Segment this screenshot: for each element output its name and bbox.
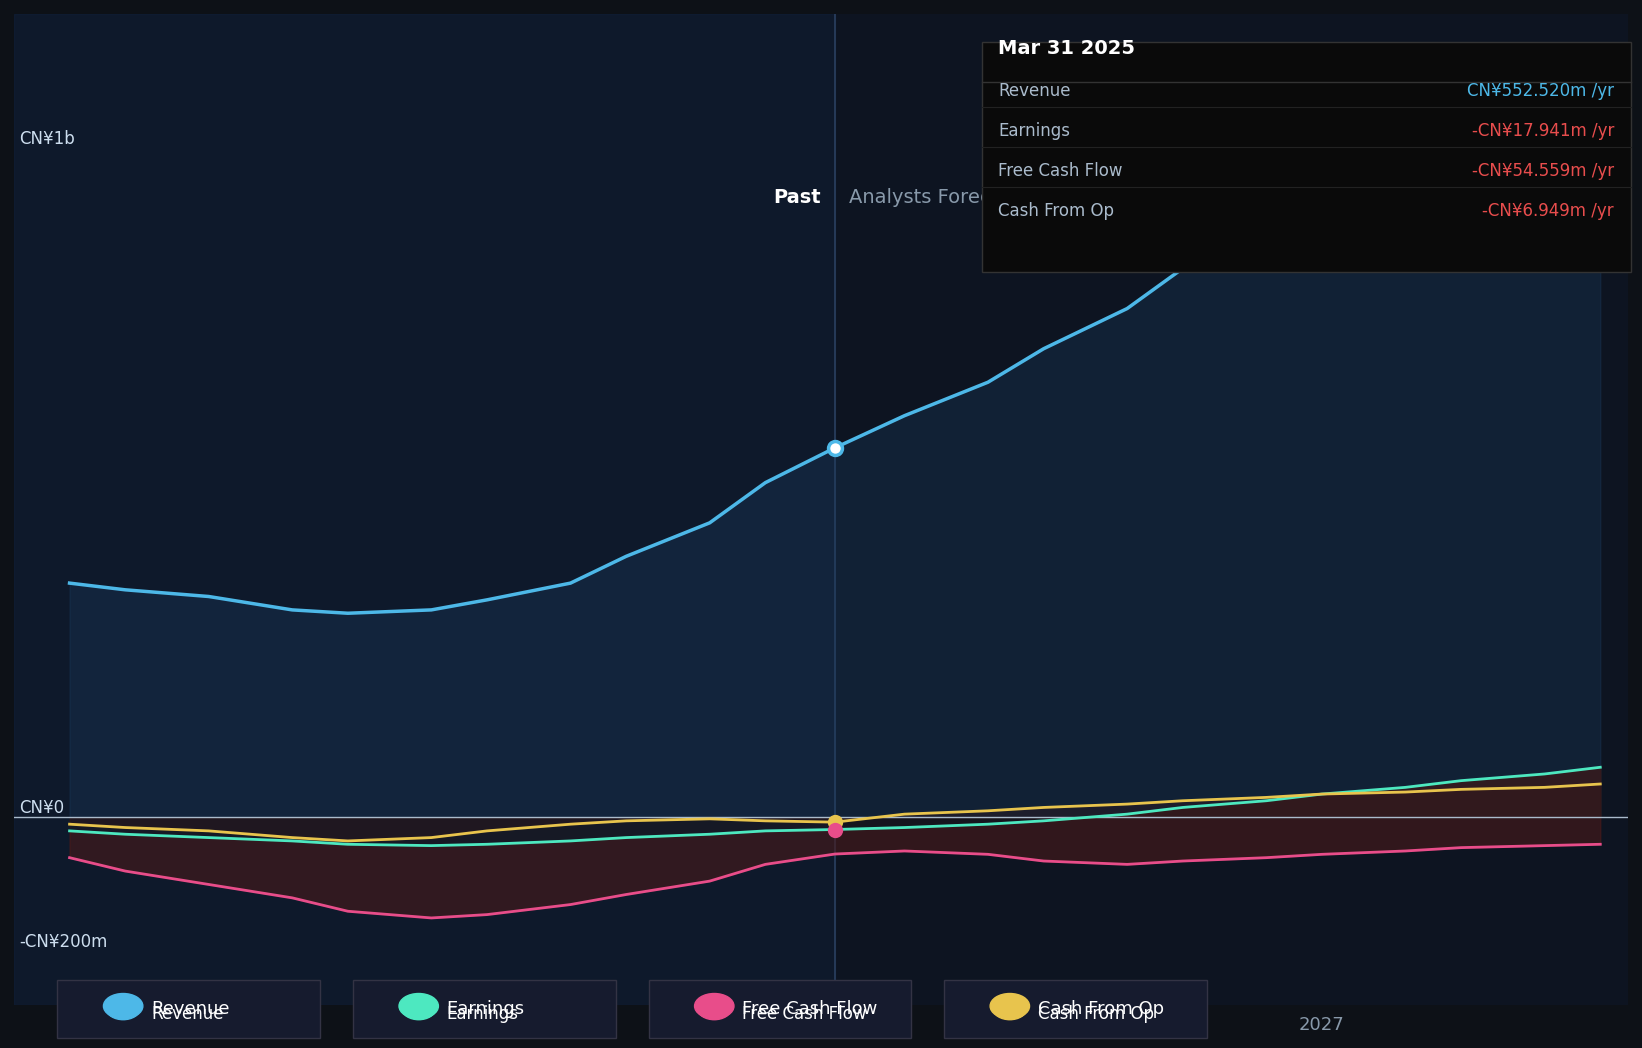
Text: -CN¥6.949m /yr: -CN¥6.949m /yr xyxy=(1483,202,1614,220)
Text: Past: Past xyxy=(773,188,821,208)
Text: -CN¥54.559m /yr: -CN¥54.559m /yr xyxy=(1471,162,1614,180)
Text: CN¥0: CN¥0 xyxy=(20,800,64,817)
Text: Analysts Forecasts: Analysts Forecasts xyxy=(849,188,1030,208)
Text: Earnings: Earnings xyxy=(447,1001,525,1019)
Text: Cash From Op: Cash From Op xyxy=(1038,1001,1164,1019)
Text: Earnings: Earnings xyxy=(998,123,1071,140)
Text: Revenue: Revenue xyxy=(998,83,1071,101)
Text: -CN¥200m: -CN¥200m xyxy=(20,934,108,952)
Text: Revenue: Revenue xyxy=(151,1005,223,1023)
Text: Cash From Op: Cash From Op xyxy=(998,202,1115,220)
Text: -CN¥17.941m /yr: -CN¥17.941m /yr xyxy=(1471,123,1614,140)
Text: Mar 31 2025: Mar 31 2025 xyxy=(998,40,1135,59)
Text: Free Cash Flow: Free Cash Flow xyxy=(742,1001,877,1019)
Text: CN¥552.520m /yr: CN¥552.520m /yr xyxy=(1466,83,1614,101)
Text: Earnings: Earnings xyxy=(447,1005,519,1023)
Text: Cash From Op: Cash From Op xyxy=(1038,1005,1154,1023)
Text: Free Cash Flow: Free Cash Flow xyxy=(998,162,1123,180)
Text: Free Cash Flow: Free Cash Flow xyxy=(742,1005,867,1023)
Bar xyxy=(13,14,834,1005)
Text: CN¥1b: CN¥1b xyxy=(20,130,76,148)
Text: Revenue: Revenue xyxy=(151,1001,230,1019)
